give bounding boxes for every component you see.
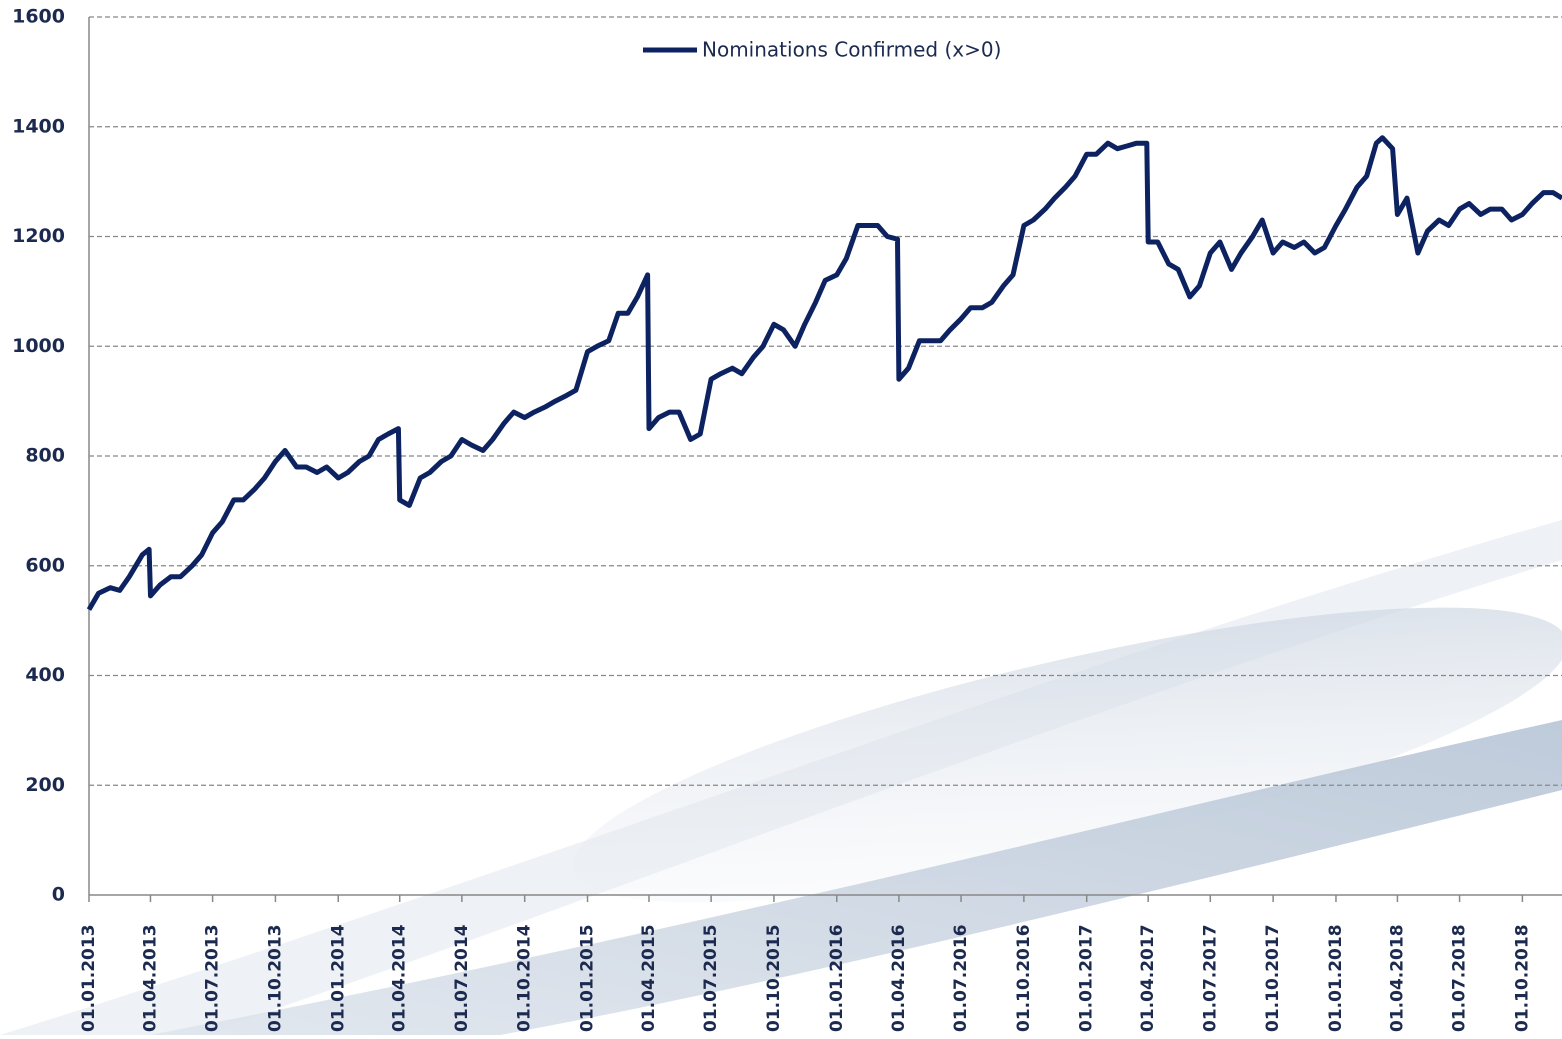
y-tick-label: 0 xyxy=(52,884,65,906)
x-tick-label: 01.10.2015 xyxy=(764,924,784,1032)
x-tick-label: 01.07.2018 xyxy=(1450,924,1470,1032)
y-tick-label: 1400 xyxy=(12,115,65,137)
x-tick-label: 01.10.2017 xyxy=(1263,924,1283,1032)
x-tick-label: 01.07.2013 xyxy=(203,924,223,1032)
y-tick-label: 1000 xyxy=(12,335,65,357)
x-tick-label: 01.04.2013 xyxy=(140,924,160,1032)
x-tick-label: 01.04.2014 xyxy=(390,924,410,1032)
y-tick-label: 400 xyxy=(25,664,65,686)
x-tick-label: 01.07.2016 xyxy=(951,924,971,1032)
x-tick-label: 01.10.2018 xyxy=(1512,924,1532,1032)
x-tick-label: 01.01.2015 xyxy=(578,924,598,1032)
x-tick-label: 01.04.2017 xyxy=(1138,924,1158,1032)
plot-area xyxy=(86,135,1562,611)
x-tick-label: 01.01.2017 xyxy=(1077,924,1097,1032)
x-tick-label: 01.10.2016 xyxy=(1014,924,1034,1032)
grid xyxy=(89,16,1562,786)
y-tick-label: 600 xyxy=(25,554,65,576)
background-swoosh xyxy=(0,520,1562,1035)
x-tick-label: 01.04.2018 xyxy=(1387,924,1407,1032)
x-tick-label: 01.04.2016 xyxy=(889,924,909,1032)
y-tick-label: 1600 xyxy=(12,6,65,28)
legend-label: Nominations Confirmed (x>0) xyxy=(702,38,1001,62)
y-tick-label: 1200 xyxy=(12,225,65,247)
x-tick-label: 01.01.2013 xyxy=(79,924,99,1032)
x-tick-label: 01.10.2013 xyxy=(265,924,285,1032)
y-tick-label: 800 xyxy=(25,445,65,467)
x-tick-label: 01.04.2015 xyxy=(639,924,659,1032)
x-tick-label: 01.07.2014 xyxy=(452,924,472,1032)
x-tick-label: 01.01.2016 xyxy=(827,924,847,1032)
x-tick-label: 01.01.2018 xyxy=(1326,924,1346,1032)
y-tick-label: 200 xyxy=(25,774,65,796)
data-line xyxy=(86,135,1562,611)
x-tick-label: 01.07.2015 xyxy=(701,924,721,1032)
legend: Nominations Confirmed (x>0) xyxy=(643,38,1001,62)
x-tick-label: 01.07.2017 xyxy=(1200,924,1220,1032)
x-tick-label: 01.01.2014 xyxy=(328,924,348,1032)
x-tick-label: 01.10.2014 xyxy=(515,924,535,1032)
